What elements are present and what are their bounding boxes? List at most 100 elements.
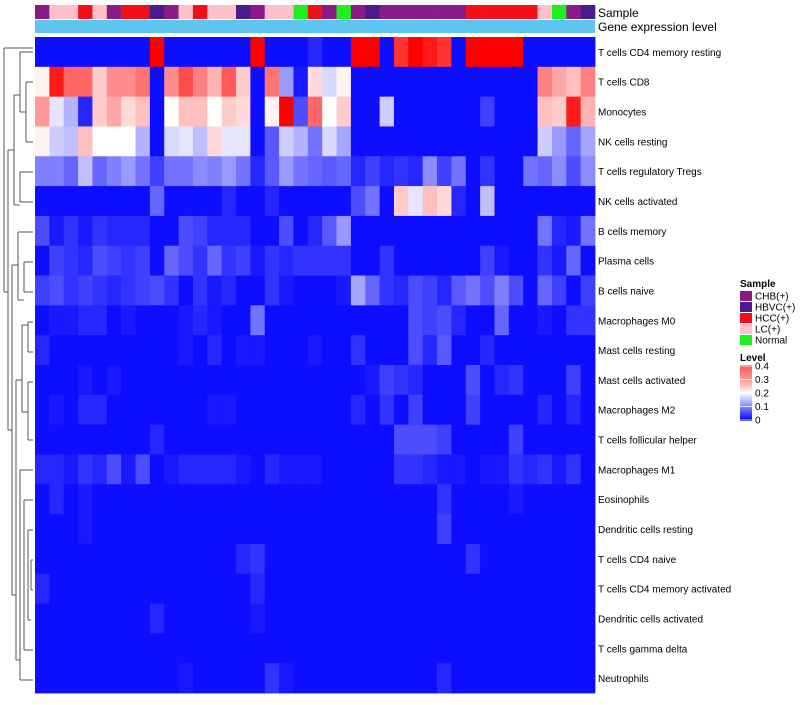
heatmap-cell bbox=[250, 335, 266, 366]
heatmap-cell bbox=[121, 245, 136, 276]
heatmap-cell bbox=[35, 275, 50, 306]
heatmap-cell bbox=[365, 305, 381, 336]
heatmap-cell bbox=[523, 156, 538, 187]
heatmap-cell bbox=[307, 603, 323, 634]
heatmap-cell bbox=[78, 156, 93, 187]
heatmap-cell bbox=[236, 514, 251, 545]
heatmap-cell bbox=[494, 215, 510, 247]
heatmap-cell bbox=[178, 126, 194, 157]
heatmap-cell bbox=[78, 394, 93, 426]
heatmap-cell bbox=[480, 365, 495, 396]
heatmap-cell bbox=[379, 305, 395, 336]
heatmap-cell bbox=[566, 66, 582, 98]
heatmap-cell bbox=[408, 663, 424, 694]
heatmap-cell bbox=[393, 66, 409, 98]
heatmap-cell bbox=[293, 394, 309, 426]
heatmap-cell bbox=[336, 275, 352, 306]
heatmap-cell bbox=[350, 454, 366, 485]
heatmap-cell bbox=[465, 633, 481, 664]
heatmap-cell bbox=[279, 573, 294, 604]
heatmap-cell bbox=[293, 514, 309, 545]
heatmap-cell bbox=[580, 365, 596, 396]
heatmap-cell bbox=[293, 663, 309, 694]
heatmap-cell bbox=[465, 275, 481, 306]
heatmap-cell bbox=[393, 365, 409, 396]
heatmap-cell bbox=[580, 543, 596, 575]
heatmap-cell bbox=[106, 663, 122, 694]
heatmap-cell bbox=[293, 484, 309, 515]
heatmap-cell bbox=[379, 126, 395, 157]
heatmap-cell bbox=[307, 633, 323, 664]
heatmap-cell bbox=[307, 37, 323, 68]
heatmap-cell bbox=[365, 186, 381, 217]
heatmap-cell bbox=[35, 484, 50, 515]
heatmap-cell bbox=[307, 514, 323, 545]
heatmap-cell bbox=[437, 633, 452, 664]
sample-annotation-cell bbox=[264, 5, 280, 19]
heatmap-cell bbox=[523, 424, 538, 455]
heatmap-cell bbox=[121, 454, 136, 485]
heatmap-cell bbox=[494, 663, 510, 694]
heatmap-cell bbox=[379, 335, 395, 366]
heatmap-cell bbox=[523, 96, 538, 127]
heatmap-cell bbox=[566, 245, 582, 276]
heatmap-cell bbox=[35, 245, 50, 276]
heatmap-cell bbox=[192, 424, 208, 455]
heatmap-cell bbox=[221, 484, 237, 515]
heatmap-cell bbox=[149, 573, 165, 604]
sample-annotation-cell bbox=[537, 5, 553, 19]
heatmap-cell bbox=[322, 633, 337, 664]
heatmap-cell bbox=[523, 126, 538, 157]
heatmap-cell bbox=[106, 573, 122, 604]
heatmap-cell bbox=[322, 215, 337, 247]
heatmap-cell bbox=[106, 514, 122, 545]
heatmap-cell bbox=[350, 156, 366, 187]
sample-annotation-cell bbox=[480, 5, 495, 19]
level-tick-label: 0.4 bbox=[755, 362, 769, 373]
heatmap-cell bbox=[164, 156, 179, 187]
heatmap-cell bbox=[236, 66, 251, 98]
heatmap-cell bbox=[164, 543, 179, 575]
heatmap-cell bbox=[451, 454, 467, 485]
heatmap-cell bbox=[508, 275, 524, 306]
heatmap-cell bbox=[78, 186, 93, 217]
heatmap-cell bbox=[480, 424, 495, 455]
heatmap-cell bbox=[279, 126, 294, 157]
heatmap-cell bbox=[437, 365, 452, 396]
sample-annotation-cell bbox=[236, 5, 251, 19]
row-label: T cells regulatory Tregs bbox=[598, 167, 702, 178]
heatmap-cell bbox=[92, 663, 108, 694]
heatmap-cell bbox=[408, 245, 424, 276]
heatmap-cell bbox=[49, 96, 65, 127]
heatmap-cell bbox=[106, 424, 122, 455]
heatmap-cell bbox=[422, 126, 438, 157]
heatmap-cell bbox=[35, 454, 50, 485]
heatmap-cell bbox=[508, 424, 524, 455]
level-legend-title: Level bbox=[740, 353, 766, 364]
heatmap-cell bbox=[523, 573, 538, 604]
heatmap-cell bbox=[121, 215, 136, 247]
heatmap-cell bbox=[49, 126, 65, 157]
heatmap-cell bbox=[192, 394, 208, 426]
heatmap-cell bbox=[293, 37, 309, 68]
heatmap-cell bbox=[63, 275, 79, 306]
heatmap-cell bbox=[221, 37, 237, 68]
heatmap-cell bbox=[566, 126, 582, 157]
heatmap-cell bbox=[350, 66, 366, 98]
row-label: Macrophages M0 bbox=[598, 316, 676, 327]
heatmap-cell bbox=[149, 603, 165, 634]
heatmap-cell bbox=[207, 454, 223, 485]
heatmap-cell bbox=[49, 573, 65, 604]
heatmap-cell bbox=[551, 633, 567, 664]
heatmap-cell bbox=[523, 543, 538, 575]
heatmap-cell bbox=[221, 186, 237, 217]
sample-legend-swatch bbox=[740, 291, 752, 301]
heatmap-cell bbox=[279, 454, 294, 485]
heatmap-cell bbox=[350, 275, 366, 306]
heatmap-cell bbox=[566, 215, 582, 247]
heatmap-cell bbox=[494, 573, 510, 604]
heatmap-cell bbox=[279, 245, 294, 276]
level-tick-label: 0.3 bbox=[755, 375, 769, 386]
sample-annotation-cell bbox=[508, 5, 524, 19]
heatmap-cell bbox=[63, 335, 79, 366]
